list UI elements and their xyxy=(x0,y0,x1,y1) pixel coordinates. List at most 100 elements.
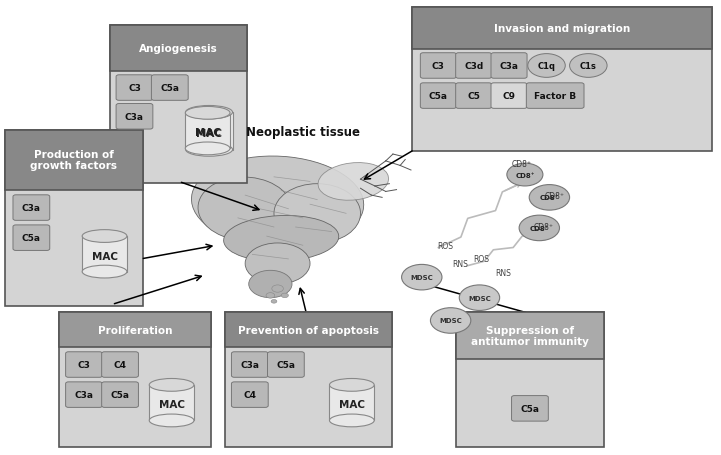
Ellipse shape xyxy=(149,414,194,427)
FancyBboxPatch shape xyxy=(225,313,392,447)
FancyBboxPatch shape xyxy=(116,104,153,130)
FancyBboxPatch shape xyxy=(456,313,604,447)
FancyBboxPatch shape xyxy=(456,84,492,109)
FancyBboxPatch shape xyxy=(66,382,102,408)
Ellipse shape xyxy=(274,184,360,243)
FancyBboxPatch shape xyxy=(151,76,188,101)
FancyBboxPatch shape xyxy=(110,26,247,183)
FancyBboxPatch shape xyxy=(420,54,456,79)
Text: MAC: MAC xyxy=(159,399,185,410)
FancyBboxPatch shape xyxy=(102,382,138,408)
Text: RNS: RNS xyxy=(452,259,468,268)
Text: ROS: ROS xyxy=(438,241,454,250)
Text: C5: C5 xyxy=(467,92,480,101)
Text: Angiogenesis: Angiogenesis xyxy=(139,44,218,54)
Ellipse shape xyxy=(198,177,292,241)
FancyBboxPatch shape xyxy=(420,84,456,109)
Text: CD8⁺: CD8⁺ xyxy=(539,195,559,201)
Text: MDSC: MDSC xyxy=(468,295,491,301)
FancyBboxPatch shape xyxy=(13,225,50,251)
FancyBboxPatch shape xyxy=(185,113,232,150)
FancyBboxPatch shape xyxy=(456,54,492,79)
FancyBboxPatch shape xyxy=(329,385,374,420)
Text: Proliferation: Proliferation xyxy=(98,325,172,335)
Text: ROS: ROS xyxy=(474,255,490,264)
Text: CD8⁺: CD8⁺ xyxy=(534,223,554,232)
Ellipse shape xyxy=(185,106,232,120)
Circle shape xyxy=(519,216,559,241)
Text: Suppression of
antitumor immunity: Suppression of antitumor immunity xyxy=(471,325,589,346)
Text: Neoplastic tissue: Neoplastic tissue xyxy=(246,126,360,139)
Text: CD8⁺: CD8⁺ xyxy=(515,172,535,178)
Text: C5a: C5a xyxy=(521,404,539,413)
FancyBboxPatch shape xyxy=(512,396,549,421)
FancyBboxPatch shape xyxy=(13,195,50,221)
Text: C1q: C1q xyxy=(538,62,555,71)
FancyBboxPatch shape xyxy=(110,26,247,72)
Ellipse shape xyxy=(249,271,292,298)
Text: CD8⁺: CD8⁺ xyxy=(529,225,549,232)
Circle shape xyxy=(281,293,288,298)
Ellipse shape xyxy=(185,107,230,120)
FancyBboxPatch shape xyxy=(66,352,102,378)
Ellipse shape xyxy=(82,230,127,243)
FancyBboxPatch shape xyxy=(231,382,268,408)
Text: C3d: C3d xyxy=(464,62,483,71)
Ellipse shape xyxy=(224,216,339,262)
Text: C3a: C3a xyxy=(240,360,260,369)
Text: MAC: MAC xyxy=(196,128,222,138)
Text: CD8⁺: CD8⁺ xyxy=(544,192,565,201)
FancyBboxPatch shape xyxy=(149,385,194,420)
FancyBboxPatch shape xyxy=(412,8,712,152)
Ellipse shape xyxy=(245,243,310,284)
Ellipse shape xyxy=(192,157,363,248)
Circle shape xyxy=(529,185,570,211)
FancyBboxPatch shape xyxy=(491,54,527,79)
Circle shape xyxy=(402,265,442,290)
Text: C3a: C3a xyxy=(22,204,41,212)
Circle shape xyxy=(430,308,471,334)
FancyBboxPatch shape xyxy=(491,84,527,109)
FancyBboxPatch shape xyxy=(5,131,143,190)
Circle shape xyxy=(266,293,275,298)
Circle shape xyxy=(528,55,565,78)
Text: C5a: C5a xyxy=(429,92,448,101)
Circle shape xyxy=(271,300,277,303)
Ellipse shape xyxy=(149,379,194,391)
Text: Production of
growth factors: Production of growth factors xyxy=(30,150,118,171)
Text: MAC: MAC xyxy=(339,399,365,410)
Circle shape xyxy=(459,285,500,311)
FancyBboxPatch shape xyxy=(82,237,127,272)
Text: C5a: C5a xyxy=(160,84,180,93)
FancyBboxPatch shape xyxy=(225,313,392,347)
Circle shape xyxy=(507,164,543,187)
FancyBboxPatch shape xyxy=(5,131,143,306)
Text: C9: C9 xyxy=(503,92,516,101)
Text: C3: C3 xyxy=(432,62,445,71)
FancyBboxPatch shape xyxy=(412,8,712,50)
FancyBboxPatch shape xyxy=(526,84,584,109)
Text: C3a: C3a xyxy=(125,112,144,121)
FancyBboxPatch shape xyxy=(59,313,211,447)
Text: C1s: C1s xyxy=(580,62,597,71)
Text: C5a: C5a xyxy=(22,234,41,243)
FancyBboxPatch shape xyxy=(456,313,604,359)
Text: C4: C4 xyxy=(113,360,127,369)
Text: Prevention of apoptosis: Prevention of apoptosis xyxy=(238,325,379,335)
Text: MAC: MAC xyxy=(92,251,118,261)
Ellipse shape xyxy=(318,163,389,201)
Circle shape xyxy=(570,55,607,78)
Ellipse shape xyxy=(329,379,374,391)
Circle shape xyxy=(272,285,283,293)
Text: Invasion and migration: Invasion and migration xyxy=(495,24,630,34)
Text: MAC: MAC xyxy=(195,128,221,138)
FancyBboxPatch shape xyxy=(267,352,304,378)
FancyBboxPatch shape xyxy=(231,352,268,378)
Text: MDSC: MDSC xyxy=(410,274,433,281)
Text: MDSC: MDSC xyxy=(439,318,462,324)
FancyBboxPatch shape xyxy=(102,352,138,378)
Text: C3a: C3a xyxy=(500,62,518,71)
Text: CD8⁺: CD8⁺ xyxy=(512,159,532,168)
Ellipse shape xyxy=(185,143,230,156)
Text: Factor B: Factor B xyxy=(534,92,576,101)
